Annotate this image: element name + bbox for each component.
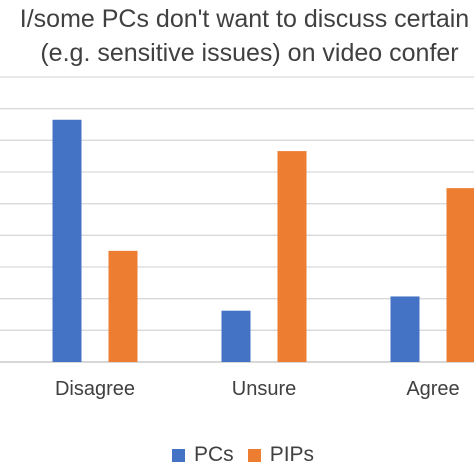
chart-title-line-1: I/some PCs don't want to discuss certain [19, 5, 470, 33]
bars [52, 119, 474, 362]
bar-pcs-disagree [52, 119, 82, 362]
x-tick-label-agree: Agree [406, 378, 459, 400]
legend-swatch-pips [247, 448, 261, 462]
bar-pcs-agree [390, 296, 420, 362]
legend-label-pips: PIPs [269, 443, 315, 466]
bar-pcs-unsure [221, 310, 251, 362]
bar-pips-agree [446, 188, 474, 362]
legend-label-pcs: PCs [194, 443, 234, 466]
chart-title-line-2: (e.g. sensitive issues) on video confer [40, 39, 459, 67]
legend-swatch-pcs [172, 448, 185, 462]
legend-item-pcs: PCs [172, 443, 234, 467]
x-axis-labels: Disagree Unsure Agree [55, 378, 460, 400]
legend: PCs PIPs [172, 443, 328, 467]
legend-item-pips: PIPs [247, 443, 315, 467]
bar-pips-unsure [277, 151, 307, 362]
chart-title: I/some PCs don't want to discuss certain… [0, 2, 474, 70]
bar-pips-disagree [108, 250, 138, 362]
x-tick-label-disagree: Disagree [55, 378, 135, 400]
x-tick-label-unsure: Unsure [232, 378, 296, 400]
